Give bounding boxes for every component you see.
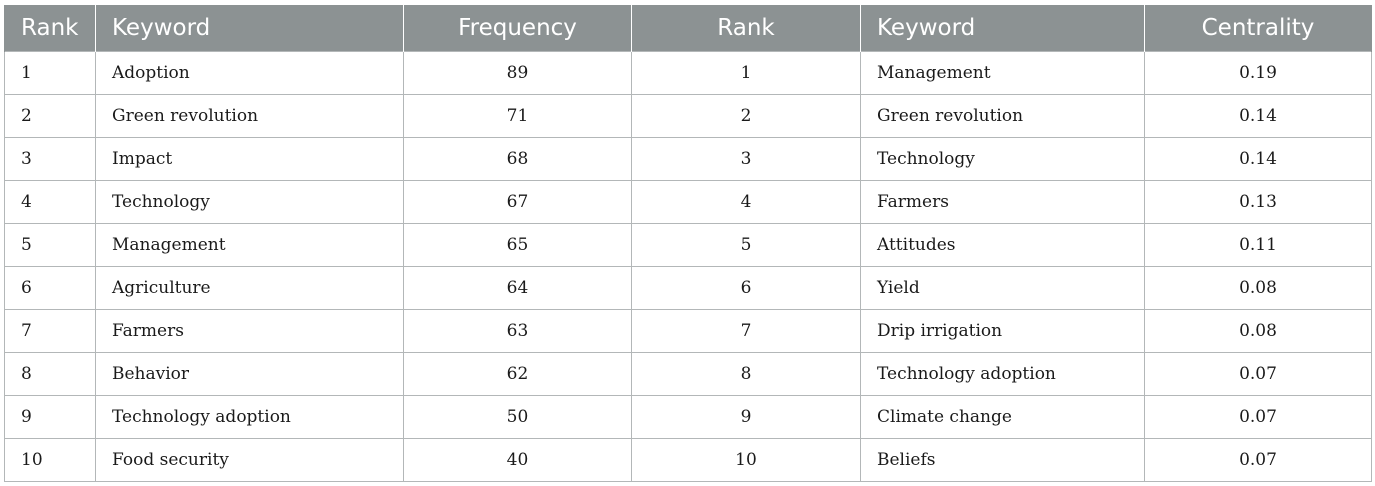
keyword-cell: Food security [95,438,404,482]
frequency-cell: 89 [403,51,632,95]
rank-cell: 2 [4,94,96,138]
frequency-cell: 64 [403,266,632,310]
rank-cell: 1 [631,51,861,95]
centrality-cell: 0.07 [1144,438,1372,482]
keyword-cell: Adoption [95,51,404,95]
rank-cell: 8 [4,352,96,396]
keyword-cell: Yield [860,266,1145,310]
header-centrality: Centrality [1144,5,1372,52]
table-row: 9 Technology adoption 50 9 Climate change 0.0… [4,395,1372,439]
keyword-cell: Climate change [860,395,1145,439]
table-row: 10 Food security 40 10 Beliefs 0.07 [4,438,1372,482]
header-rank-frequency: Rank [4,5,96,52]
centrality-cell: 0.19 [1144,51,1372,95]
rank-cell: 6 [4,266,96,310]
rank-cell: 1 [4,51,96,95]
frequency-cell: 62 [403,352,632,396]
centrality-cell: 0.13 [1144,180,1372,224]
rank-cell: 3 [631,137,861,181]
rank-cell: 6 [631,266,861,310]
table-row: 4 Technology 67 4 Farmers 0.13 [4,180,1372,224]
header-rank-centrality: Rank [631,5,861,52]
frequency-cell: 71 [403,94,632,138]
rank-cell: 10 [631,438,861,482]
centrality-cell: 0.14 [1144,137,1372,181]
header-keyword-frequency: Keyword [95,5,404,52]
keyword-cell: Technology adoption [860,352,1145,396]
keyword-cell: Green revolution [860,94,1145,138]
table-row: 1 Adoption 89 1 Management 0.19 [4,51,1372,95]
header-frequency: Frequency [403,5,632,52]
rank-cell: 4 [631,180,861,224]
keyword-ranking-table: Rank Keyword Frequency Rank Keyword Cent… [4,5,1372,482]
table-row: 3 Impact 68 3 Technology 0.14 [4,137,1372,181]
table-row: 5 Management 65 5 Attitudes 0.11 [4,223,1372,267]
header-keyword-centrality: Keyword [860,5,1145,52]
rank-cell: 10 [4,438,96,482]
rank-cell: 2 [631,94,861,138]
keyword-cell: Management [860,51,1145,95]
centrality-cell: 0.08 [1144,309,1372,353]
rank-cell: 9 [4,395,96,439]
header-row: Rank Keyword Frequency Rank Keyword Cent… [4,5,1372,52]
frequency-cell: 50 [403,395,632,439]
keyword-cell: Impact [95,137,404,181]
table-row: 7 Farmers 63 7 Drip irrigation 0.08 [4,309,1372,353]
centrality-cell: 0.08 [1144,266,1372,310]
frequency-cell: 68 [403,137,632,181]
table-row: 2 Green revolution 71 2 Green revolution 0.14 [4,94,1372,138]
keyword-cell: Agriculture [95,266,404,310]
centrality-cell: 0.14 [1144,94,1372,138]
rank-cell: 7 [631,309,861,353]
table-body: 1 Adoption 89 1 Management 0.19 2 Green revolut… [4,51,1372,482]
keyword-cell: Green revolution [95,94,404,138]
keyword-cell: Technology adoption [95,395,404,439]
frequency-cell: 65 [403,223,632,267]
centrality-cell: 0.07 [1144,352,1372,396]
keyword-cell: Attitudes [860,223,1145,267]
rank-cell: 8 [631,352,861,396]
keyword-cell: Technology [860,137,1145,181]
keyword-cell: Behavior [95,352,404,396]
keyword-cell: Farmers [860,180,1145,224]
centrality-cell: 0.11 [1144,223,1372,267]
rank-cell: 5 [4,223,96,267]
rank-cell: 5 [631,223,861,267]
table-row: 8 Behavior 62 8 Technology adoption 0.07 [4,352,1372,396]
keyword-cell: Farmers [95,309,404,353]
keyword-cell: Beliefs [860,438,1145,482]
keyword-cell: Management [95,223,404,267]
keyword-cell: Technology [95,180,404,224]
keyword-cell: Drip irrigation [860,309,1145,353]
rank-cell: 3 [4,137,96,181]
rank-cell: 9 [631,395,861,439]
table-header: Rank Keyword Frequency Rank Keyword Cent… [4,5,1372,52]
frequency-cell: 40 [403,438,632,482]
frequency-cell: 67 [403,180,632,224]
rank-cell: 4 [4,180,96,224]
frequency-cell: 63 [403,309,632,353]
rank-cell: 7 [4,309,96,353]
centrality-cell: 0.07 [1144,395,1372,439]
table-row: 6 Agriculture 64 6 Yield 0.08 [4,266,1372,310]
